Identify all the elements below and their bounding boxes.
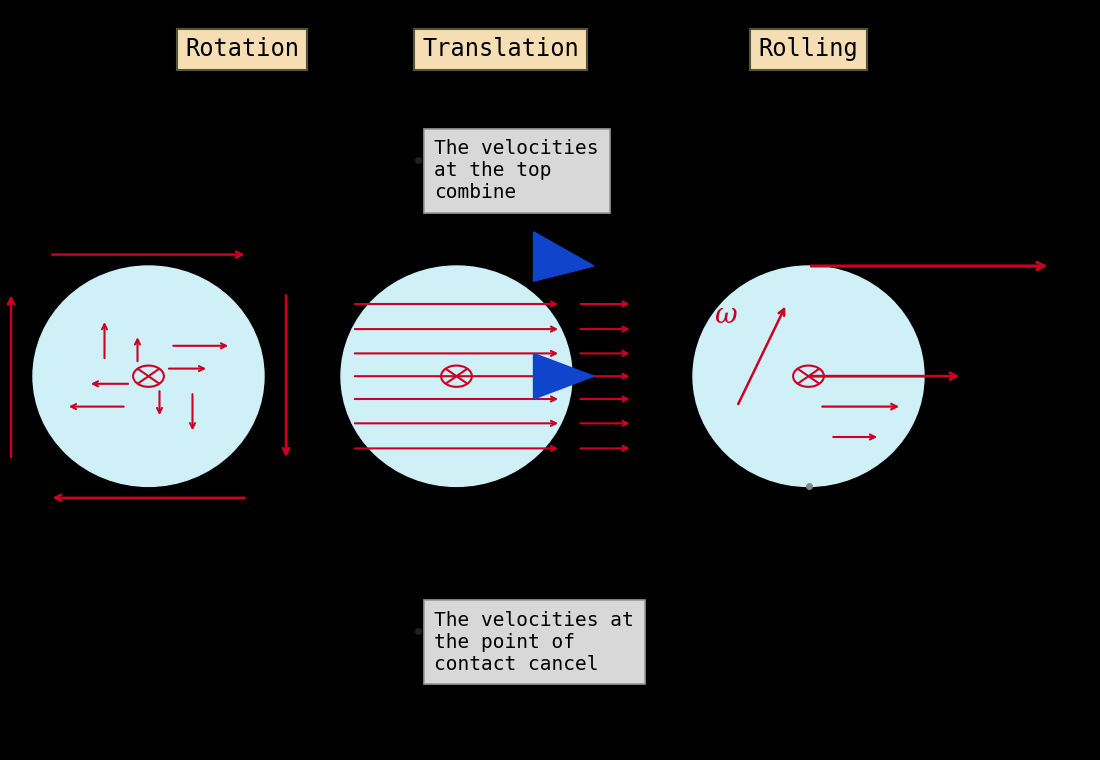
Text: Rolling: Rolling: [759, 37, 858, 62]
Text: The velocities at
the point of
contact cancel: The velocities at the point of contact c…: [434, 611, 635, 673]
Ellipse shape: [341, 266, 572, 486]
Text: Rotation: Rotation: [185, 37, 299, 62]
Polygon shape: [534, 232, 594, 281]
Text: ω: ω: [715, 302, 737, 329]
Text: Translation: Translation: [422, 37, 579, 62]
Ellipse shape: [33, 266, 264, 486]
Polygon shape: [534, 353, 594, 399]
Ellipse shape: [693, 266, 924, 486]
Text: The velocities
at the top
combine: The velocities at the top combine: [434, 140, 600, 202]
